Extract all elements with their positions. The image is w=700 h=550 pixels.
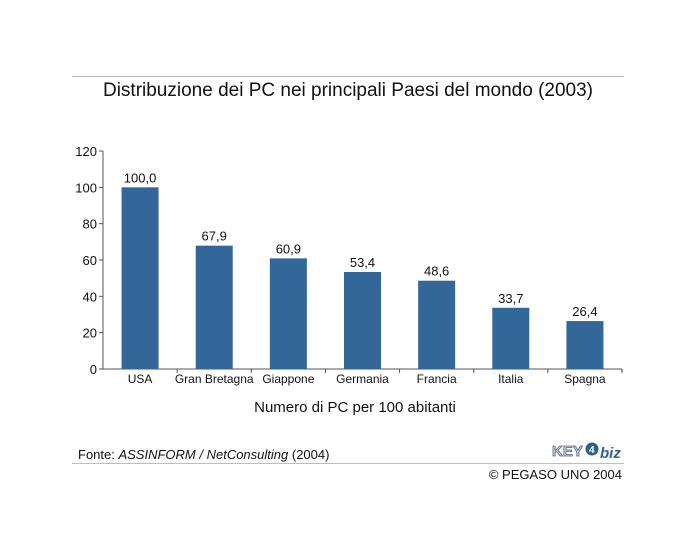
data-label: 100,0 <box>124 170 157 185</box>
y-tick-label: 60 <box>83 253 97 268</box>
bottom-divider <box>72 463 624 464</box>
top-divider <box>72 76 624 77</box>
y-tick-label: 100 <box>75 180 97 195</box>
source-note: Fonte: ASSINFORM / NetConsulting (2004) <box>78 447 329 462</box>
bar <box>492 307 530 369</box>
bar <box>195 245 233 369</box>
svg-text:4: 4 <box>589 445 595 456</box>
x-tick-label: USA <box>128 372 153 386</box>
y-tick-label: 80 <box>83 217 97 232</box>
bar <box>566 321 604 369</box>
chart-title: Distribuzione dei PC nei principali Paes… <box>102 80 594 101</box>
x-tick-label: Francia <box>417 372 457 386</box>
source-org: ASSINFORM / NetConsulting <box>118 447 289 462</box>
data-label: 67,9 <box>202 229 227 244</box>
data-label: 26,4 <box>572 304 597 319</box>
x-tick-label: Gran Bretagna <box>175 372 254 386</box>
logo-part2: biz <box>600 445 621 462</box>
logo-part1: KEY <box>552 443 583 460</box>
bar <box>269 258 307 369</box>
y-tick-label: 0 <box>90 362 97 377</box>
data-label: 48,6 <box>424 264 449 279</box>
data-label: 53,4 <box>350 255 375 270</box>
bar <box>418 280 456 369</box>
bar <box>344 271 381 369</box>
x-tick-label: Giappone <box>262 372 314 386</box>
x-axis-caption: Numero di PC per 100 abitanti <box>254 399 456 416</box>
copyright: © PEGASO UNO 2004 <box>488 467 622 482</box>
source-year: (2004) <box>288 447 330 462</box>
logo-key-circle <box>585 442 599 456</box>
y-tick-label: 40 <box>83 289 97 304</box>
y-tick-label: 120 <box>75 144 97 159</box>
x-tick-label: Italia <box>498 372 524 386</box>
data-label: 60,9 <box>276 241 301 256</box>
x-tick-label: Spagna <box>564 372 606 386</box>
bar <box>121 187 159 369</box>
source-prefix: Fonte: <box>78 447 119 462</box>
data-label: 33,7 <box>498 291 523 306</box>
x-tick-label: Germania <box>336 372 389 386</box>
y-tick-label: 20 <box>83 326 97 341</box>
key4biz-logo-icon: KEY 4 biz <box>552 442 621 462</box>
